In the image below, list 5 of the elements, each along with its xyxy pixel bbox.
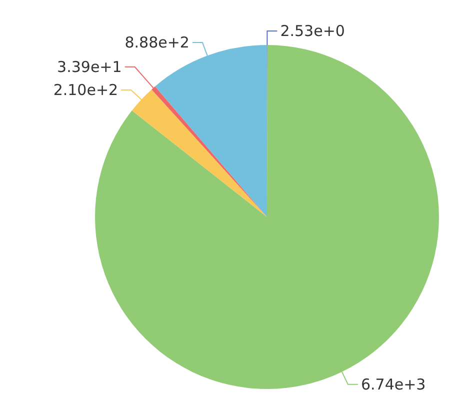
data-label: 6.74e+3 <box>361 375 426 394</box>
data-label: 8.88e+2 <box>124 34 190 52</box>
data-label: 2.53e+0 <box>280 22 345 40</box>
data-label: 2.10e+2 <box>53 81 118 100</box>
data-label: 3.39e+1 <box>57 58 122 76</box>
